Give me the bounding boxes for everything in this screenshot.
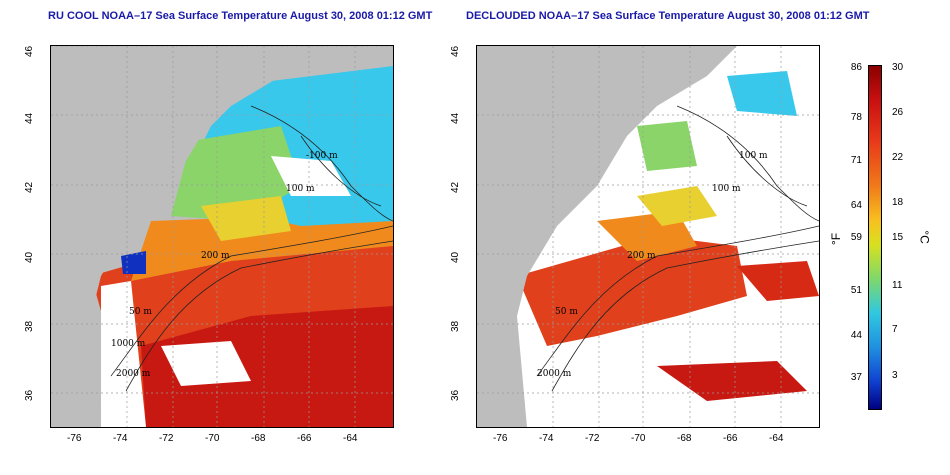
colorbar-c-tick: 15 <box>892 232 904 243</box>
colorbar-c-tick: 18 <box>892 197 904 208</box>
offshore-strip <box>101 281 146 427</box>
contour-label: 2000 m <box>537 369 572 379</box>
right-sst-map: 100 m 100 m 200 m 50 m 2000 m <box>476 45 820 428</box>
colorbar-c-tick: 7 <box>892 324 898 335</box>
x-tick-label: -66 <box>723 433 738 444</box>
land-mass <box>51 46 311 427</box>
x-tick-label: -64 <box>769 433 784 444</box>
y-tick-label: 42 <box>450 181 461 193</box>
colorbar-f-tick: 37 <box>850 372 862 383</box>
y-tick-label: 38 <box>24 320 35 332</box>
contour-label: 100 m <box>286 184 315 194</box>
colorbar-f-tick: 59 <box>850 232 862 243</box>
x-tick-label: -64 <box>343 433 358 444</box>
colorbar-f-tick: 44 <box>850 330 862 341</box>
contour-label: 200 m <box>201 251 230 261</box>
x-tick-label: -76 <box>493 433 508 444</box>
left-sst-map: -100 m 100 m 200 m 50 m 1000 m 2000 m <box>50 45 394 428</box>
contour-label: 50 m <box>129 307 152 317</box>
y-tick-label: 40 <box>24 251 35 263</box>
yellow-water-region <box>201 196 291 241</box>
green-water-region <box>637 121 697 171</box>
colorbar-unit-c: °C <box>917 230 932 244</box>
temperature-colorbar <box>868 65 882 410</box>
colorbar-f-tick: 78 <box>850 112 862 123</box>
hot-water-region <box>737 261 819 301</box>
x-tick-label: -74 <box>539 433 554 444</box>
cool-water-region <box>727 71 797 116</box>
x-tick-label: -72 <box>585 433 600 444</box>
y-tick-label: 40 <box>450 251 461 263</box>
y-tick-label: 38 <box>450 320 461 332</box>
right-map-title: DECLOUDED NOAA–17 Sea Surface Temperatur… <box>466 10 870 22</box>
contour-label: 1000 m <box>111 339 146 349</box>
cloud-patch <box>161 341 251 386</box>
x-tick-label: -70 <box>205 433 220 444</box>
colorbar-c-tick: 30 <box>892 62 904 73</box>
mid-water-region <box>131 206 393 281</box>
green-water-region <box>171 126 301 221</box>
x-tick-label: -70 <box>631 433 646 444</box>
colorbar-c-tick: 3 <box>892 370 898 381</box>
x-tick-label: -68 <box>251 433 266 444</box>
yellow-water-region <box>637 186 717 226</box>
cloud-patch <box>271 156 351 196</box>
y-tick-label: 42 <box>24 181 35 193</box>
hot-water-region <box>657 361 807 401</box>
x-tick-label: -76 <box>67 433 82 444</box>
left-map-title: RU COOL NOAA–17 Sea Surface Temperature … <box>48 10 433 22</box>
y-tick-label: 36 <box>450 389 461 401</box>
y-tick-label: 44 <box>24 112 35 124</box>
hot-water-region <box>141 306 393 427</box>
colorbar-f-tick: 71 <box>850 155 862 166</box>
contour-label: 2000 m <box>116 369 151 379</box>
cold-spot-region <box>121 251 146 274</box>
contour-label: 100 m <box>712 184 741 194</box>
x-tick-label: -74 <box>113 433 128 444</box>
colorbar-unit-f: °F <box>829 232 844 246</box>
colorbar-c-tick: 22 <box>892 152 904 163</box>
contour-label: 100 m <box>739 151 768 161</box>
y-tick-label: 46 <box>450 45 461 57</box>
y-tick-label: 46 <box>24 45 35 57</box>
contour-label: 50 m <box>555 307 578 317</box>
contour-label: -100 m <box>306 151 338 161</box>
x-tick-label: -68 <box>677 433 692 444</box>
colorbar-f-tick: 64 <box>850 200 862 211</box>
colorbar-c-tick: 26 <box>892 107 904 118</box>
contour-label: 200 m <box>627 251 656 261</box>
land-mass <box>477 46 737 427</box>
y-tick-label: 44 <box>450 112 461 124</box>
colorbar-f-tick: 86 <box>850 62 862 73</box>
x-tick-label: -66 <box>297 433 312 444</box>
colorbar-f-tick: 51 <box>850 285 862 296</box>
colorbar-c-tick: 11 <box>892 280 903 291</box>
y-tick-label: 36 <box>24 389 35 401</box>
x-tick-label: -72 <box>159 433 174 444</box>
